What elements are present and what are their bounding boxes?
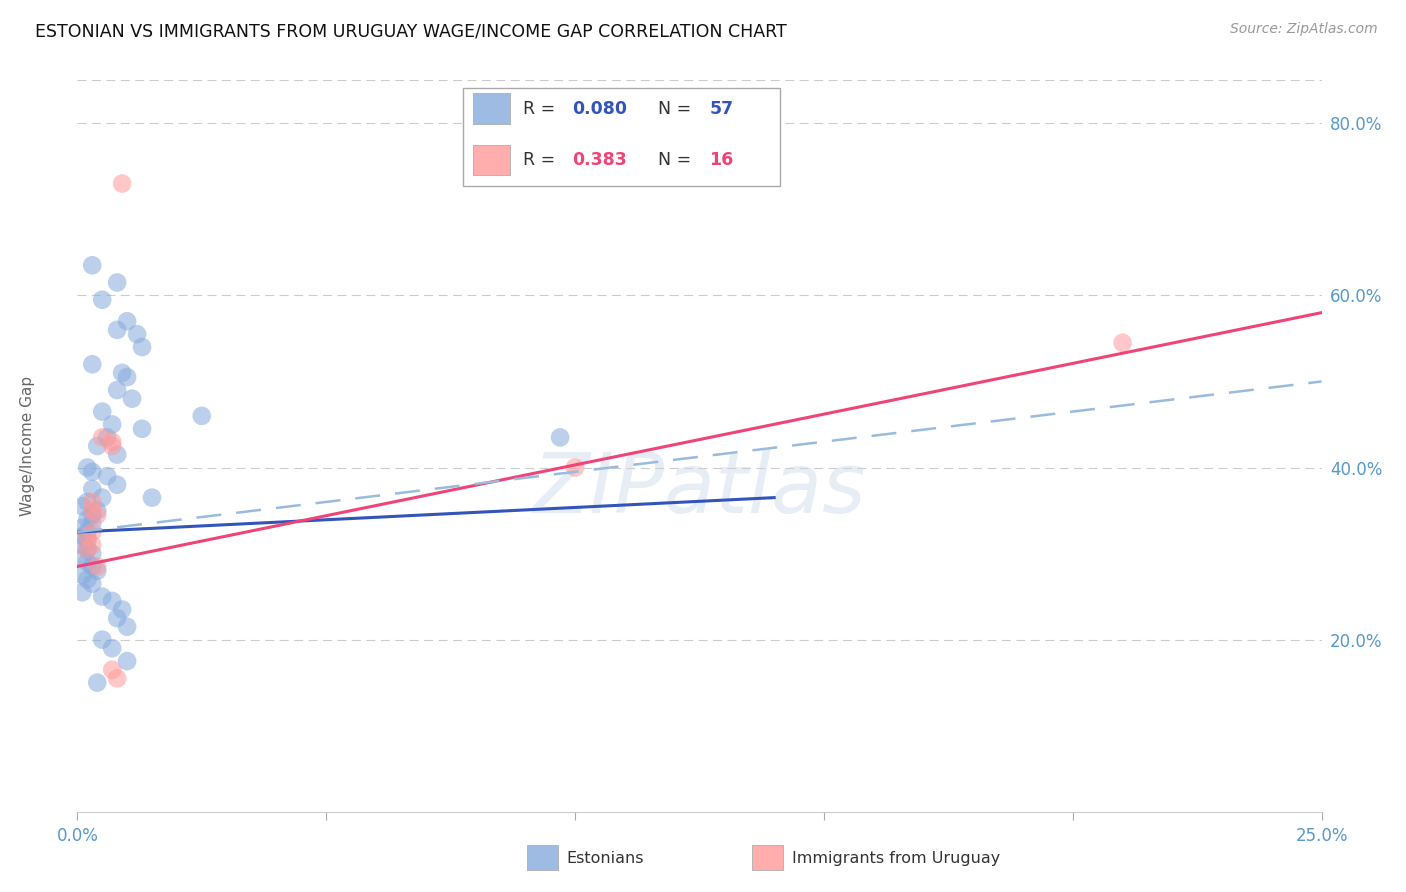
Point <box>72 538 94 552</box>
Point <box>72 585 94 599</box>
Point <box>131 422 153 436</box>
Point <box>111 366 134 380</box>
Point <box>121 392 143 406</box>
Point <box>76 529 98 543</box>
FancyBboxPatch shape <box>472 94 510 124</box>
Point <box>564 460 586 475</box>
Point <box>76 533 98 548</box>
Point <box>86 675 108 690</box>
Text: ESTONIAN VS IMMIGRANTS FROM URUGUAY WAGE/INCOME GAP CORRELATION CHART: ESTONIAN VS IMMIGRANTS FROM URUGUAY WAGE… <box>35 22 787 40</box>
FancyBboxPatch shape <box>472 145 510 176</box>
Text: Source: ZipAtlas.com: Source: ZipAtlas.com <box>1230 22 1378 37</box>
Point <box>82 547 104 561</box>
Point <box>82 516 104 531</box>
Text: N =: N = <box>647 100 697 118</box>
Point <box>105 477 128 491</box>
Point <box>82 524 104 539</box>
Text: R =: R = <box>523 151 561 169</box>
Point <box>111 177 134 191</box>
FancyBboxPatch shape <box>463 87 780 186</box>
Point <box>548 430 571 444</box>
Point <box>72 529 94 543</box>
Point <box>115 654 138 668</box>
Point <box>105 276 128 290</box>
Text: 57: 57 <box>710 100 734 118</box>
Point <box>105 671 128 685</box>
Point <box>86 508 108 522</box>
Point <box>72 568 94 582</box>
Point <box>82 482 104 496</box>
Point <box>115 620 138 634</box>
Point <box>101 439 124 453</box>
Point <box>76 460 98 475</box>
Point <box>96 430 118 444</box>
Point <box>86 559 108 574</box>
Point <box>86 564 108 578</box>
Point <box>105 323 128 337</box>
Point <box>72 500 94 514</box>
Point <box>115 370 138 384</box>
Point <box>111 602 134 616</box>
Text: 0.383: 0.383 <box>572 151 627 169</box>
Point <box>76 524 98 539</box>
Text: 16: 16 <box>710 151 734 169</box>
Point <box>1111 335 1133 350</box>
Point <box>125 327 148 342</box>
Text: N =: N = <box>647 151 697 169</box>
Point <box>86 439 108 453</box>
Point <box>72 521 94 535</box>
Point <box>141 491 163 505</box>
Point <box>82 576 104 591</box>
Point <box>82 508 104 522</box>
Point <box>91 430 114 444</box>
Point <box>76 495 98 509</box>
Text: Wage/Income Gap: Wage/Income Gap <box>20 376 35 516</box>
Point <box>82 559 104 574</box>
Point <box>101 663 124 677</box>
Text: Estonians: Estonians <box>567 851 644 865</box>
Point <box>91 404 114 418</box>
Point <box>82 258 104 272</box>
Point <box>76 555 98 569</box>
Point <box>101 417 124 432</box>
Point <box>191 409 214 423</box>
Point <box>86 503 108 517</box>
Point <box>82 538 104 552</box>
Text: Immigrants from Uruguay: Immigrants from Uruguay <box>792 851 1000 865</box>
Point <box>105 611 128 625</box>
Point <box>76 512 98 526</box>
Point <box>76 542 98 557</box>
Point <box>82 465 104 479</box>
Text: 0.080: 0.080 <box>572 100 627 118</box>
Point <box>91 632 114 647</box>
Point <box>72 550 94 565</box>
Point <box>101 594 124 608</box>
Point <box>76 573 98 587</box>
Point <box>91 293 114 307</box>
Point <box>76 542 98 557</box>
Point <box>91 590 114 604</box>
Text: ZIPatlas: ZIPatlas <box>533 450 866 531</box>
Point <box>91 491 114 505</box>
Point <box>105 448 128 462</box>
Point <box>82 503 104 517</box>
Point <box>105 383 128 397</box>
Point <box>82 495 104 509</box>
Point <box>115 314 138 328</box>
Point <box>96 469 118 483</box>
Point <box>82 357 104 371</box>
Point <box>101 641 124 656</box>
Point <box>101 434 124 449</box>
Text: R =: R = <box>523 100 561 118</box>
Point <box>131 340 153 354</box>
